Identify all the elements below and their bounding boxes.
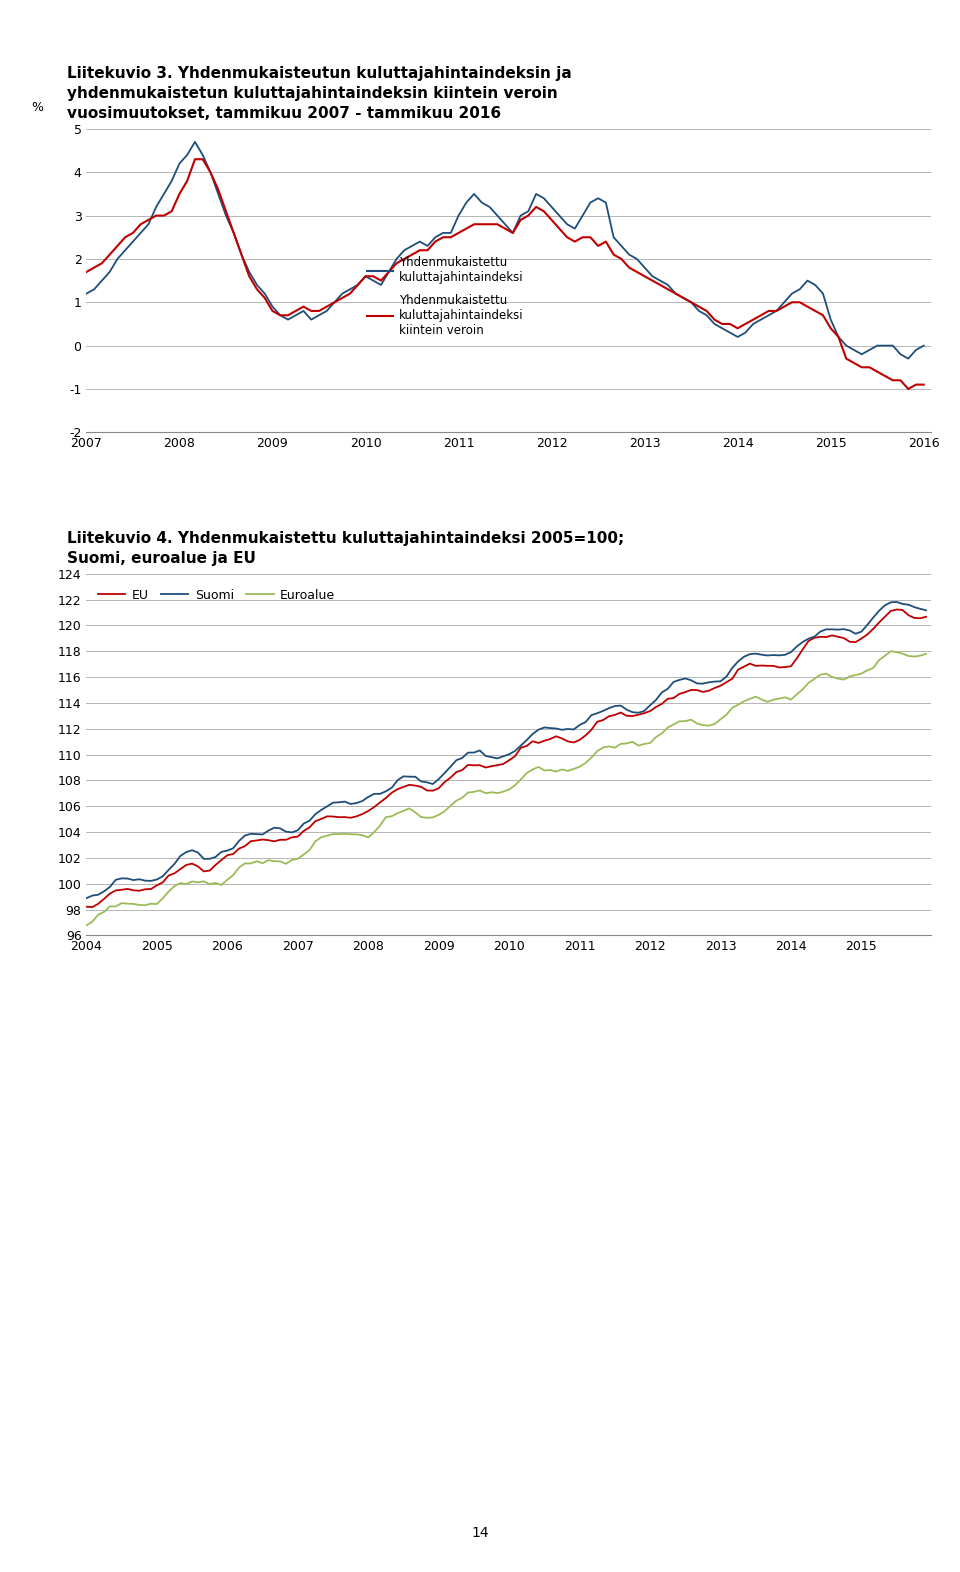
EU	[685, 681, 697, 700]
Euroalue	[756, 690, 767, 709]
Line: Euroalue: Euroalue	[86, 651, 926, 926]
EU	[145, 880, 156, 899]
EU	[761, 657, 773, 676]
Suomi	[81, 888, 92, 907]
Suomi	[139, 871, 151, 890]
Euroalue	[768, 690, 780, 709]
Euroalue	[81, 916, 92, 935]
EU	[921, 607, 932, 626]
Euroalue	[339, 824, 350, 843]
Suomi	[204, 849, 215, 868]
Legend: Yhdenmukaistettu
kuluttajahintaindeksi, Yhdenmukaistettu
kuluttajahintaindeksi
k: Yhdenmukaistettu kuluttajahintaindeksi, …	[363, 252, 529, 341]
EU	[345, 808, 356, 827]
Euroalue	[885, 641, 897, 660]
Text: 14: 14	[471, 1526, 489, 1541]
Line: EU: EU	[86, 610, 926, 907]
Euroalue	[139, 896, 151, 915]
Euroalue	[204, 874, 215, 893]
EU	[210, 855, 222, 874]
EU	[81, 898, 92, 916]
Suomi	[756, 645, 767, 663]
Suomi	[339, 792, 350, 811]
Text: Liitekuvio 4. Yhdenmukaistettu kuluttajahintaindeksi 2005=100;
Suomi, euroalue j: Liitekuvio 4. Yhdenmukaistettu kuluttaja…	[67, 531, 624, 566]
Text: %: %	[32, 101, 43, 113]
Suomi	[921, 601, 932, 619]
Suomi	[891, 593, 902, 612]
Euroalue	[921, 645, 932, 663]
Legend: EU, Suomi, Euroalue: EU, Suomi, Euroalue	[93, 583, 340, 607]
Suomi	[680, 670, 691, 689]
EU	[774, 659, 785, 678]
Text: Liitekuvio 3. Yhdenmukaisteutun kuluttajahintaindeksin ja
yhdenmukaistetun kulut: Liitekuvio 3. Yhdenmukaisteutun kuluttaj…	[67, 66, 572, 121]
Suomi	[768, 646, 780, 665]
Euroalue	[680, 712, 691, 731]
EU	[86, 898, 98, 916]
Line: Suomi: Suomi	[86, 602, 926, 898]
EU	[891, 601, 902, 619]
